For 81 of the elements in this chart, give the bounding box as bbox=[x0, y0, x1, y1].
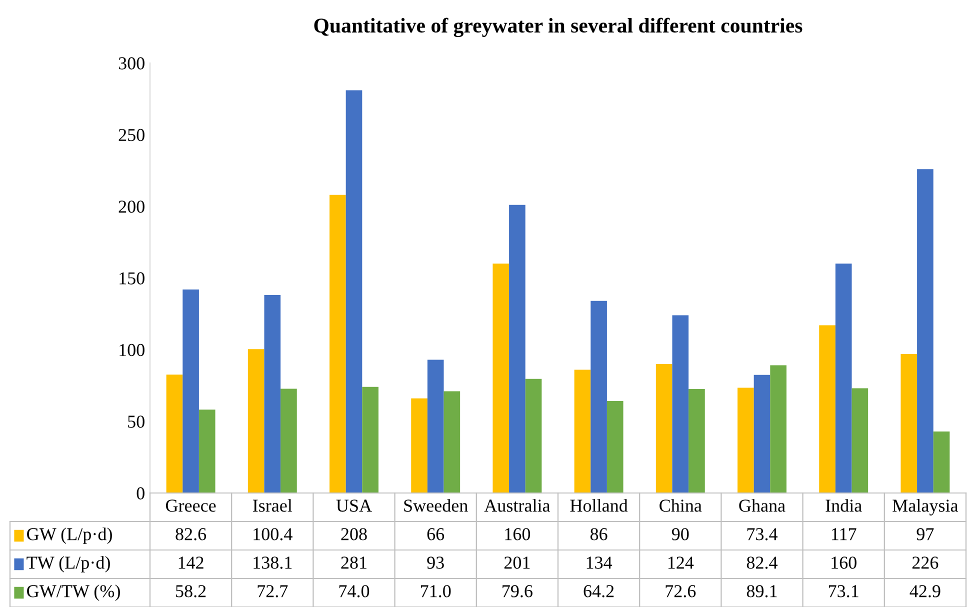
data-label: 71.0 bbox=[420, 585, 451, 598]
data-label: 138.1 bbox=[254, 556, 292, 569]
data-label: 82.6 bbox=[176, 528, 206, 540]
bar bbox=[852, 388, 868, 493]
bar bbox=[656, 364, 672, 493]
data-label: 160 bbox=[832, 556, 856, 569]
bar bbox=[248, 349, 264, 493]
data-label: 73.4 bbox=[747, 528, 778, 540]
bar bbox=[492, 264, 510, 493]
bar bbox=[590, 300, 607, 493]
legend-label: GW (L/p·d) bbox=[27, 528, 112, 544]
bar bbox=[362, 386, 378, 493]
bar bbox=[346, 90, 362, 493]
bar bbox=[754, 374, 770, 493]
bar bbox=[264, 295, 281, 493]
bar bbox=[574, 370, 591, 493]
bar bbox=[900, 354, 918, 493]
y-tick-label: 0 bbox=[136, 487, 144, 500]
data-label: 64.2 bbox=[584, 585, 614, 598]
y-tick-label: 50 bbox=[128, 416, 144, 428]
bar bbox=[330, 194, 346, 493]
x-tick-label: Malaysia bbox=[892, 499, 958, 516]
y-tick-label: 150 bbox=[120, 272, 144, 284]
bar bbox=[182, 289, 199, 493]
x-tick-label: Holland bbox=[570, 499, 628, 512]
x-tick-label: Sweeden bbox=[404, 499, 468, 512]
bar bbox=[738, 388, 754, 493]
data-label: 82.4 bbox=[746, 556, 778, 569]
data-label: 66 bbox=[427, 528, 444, 540]
bar bbox=[198, 410, 216, 493]
data-label: 58.2 bbox=[176, 585, 206, 598]
y-tick-label: 300 bbox=[118, 57, 144, 70]
data-label: 160 bbox=[505, 528, 530, 540]
x-tick-label: Australia bbox=[484, 499, 550, 512]
legend-label: GW/TW (%) bbox=[27, 584, 120, 601]
y-tick-label: 100 bbox=[120, 344, 144, 356]
data-label: 73.1 bbox=[828, 585, 858, 598]
x-tick-label: USA bbox=[336, 500, 372, 512]
bar bbox=[933, 432, 950, 493]
bar bbox=[770, 365, 786, 493]
bar bbox=[411, 398, 428, 493]
data-label: 226 bbox=[912, 556, 938, 569]
x-tick-label: Israel bbox=[253, 499, 292, 512]
data-label: 201 bbox=[504, 556, 530, 569]
data-label: 97 bbox=[916, 528, 934, 540]
bar bbox=[606, 400, 624, 493]
chart-title: Quantitative of greywater in several different countries bbox=[314, 18, 802, 38]
data-label: 42.9 bbox=[910, 585, 940, 598]
data-label: 142 bbox=[178, 556, 204, 569]
bar bbox=[427, 360, 444, 493]
bar bbox=[819, 325, 836, 493]
bar bbox=[672, 315, 689, 493]
y-tick-label: 250 bbox=[118, 128, 144, 142]
x-tick-label: India bbox=[826, 499, 862, 512]
bar bbox=[917, 169, 934, 493]
data-label: 86 bbox=[590, 528, 608, 540]
data-label: 93 bbox=[427, 556, 444, 569]
bar bbox=[835, 264, 852, 493]
data-label: 79.6 bbox=[502, 585, 532, 598]
y-tick-label: 200 bbox=[118, 200, 144, 213]
data-label: 117 bbox=[832, 528, 856, 540]
bar bbox=[280, 388, 297, 493]
data-label: 134 bbox=[586, 556, 612, 569]
data-label: 208 bbox=[341, 528, 367, 540]
data-label: 281 bbox=[341, 556, 366, 569]
x-tick-label: Ghana bbox=[739, 499, 786, 512]
data-label: 90 bbox=[672, 528, 689, 540]
bar bbox=[509, 204, 526, 493]
legend-label: TW (L/p·d) bbox=[26, 556, 110, 572]
bar bbox=[525, 378, 542, 493]
data-label: 72.6 bbox=[666, 585, 696, 598]
data-label: 100.4 bbox=[254, 528, 292, 540]
data-label: 72.7 bbox=[258, 585, 288, 598]
data-label: 74.0 bbox=[339, 585, 370, 598]
x-tick-label: Greece bbox=[166, 500, 216, 512]
bar bbox=[444, 391, 460, 493]
bar bbox=[688, 388, 705, 493]
data-label: 124 bbox=[668, 556, 694, 569]
data-label: 89.1 bbox=[746, 585, 777, 598]
bar bbox=[166, 374, 183, 493]
x-tick-label: China bbox=[660, 499, 702, 512]
